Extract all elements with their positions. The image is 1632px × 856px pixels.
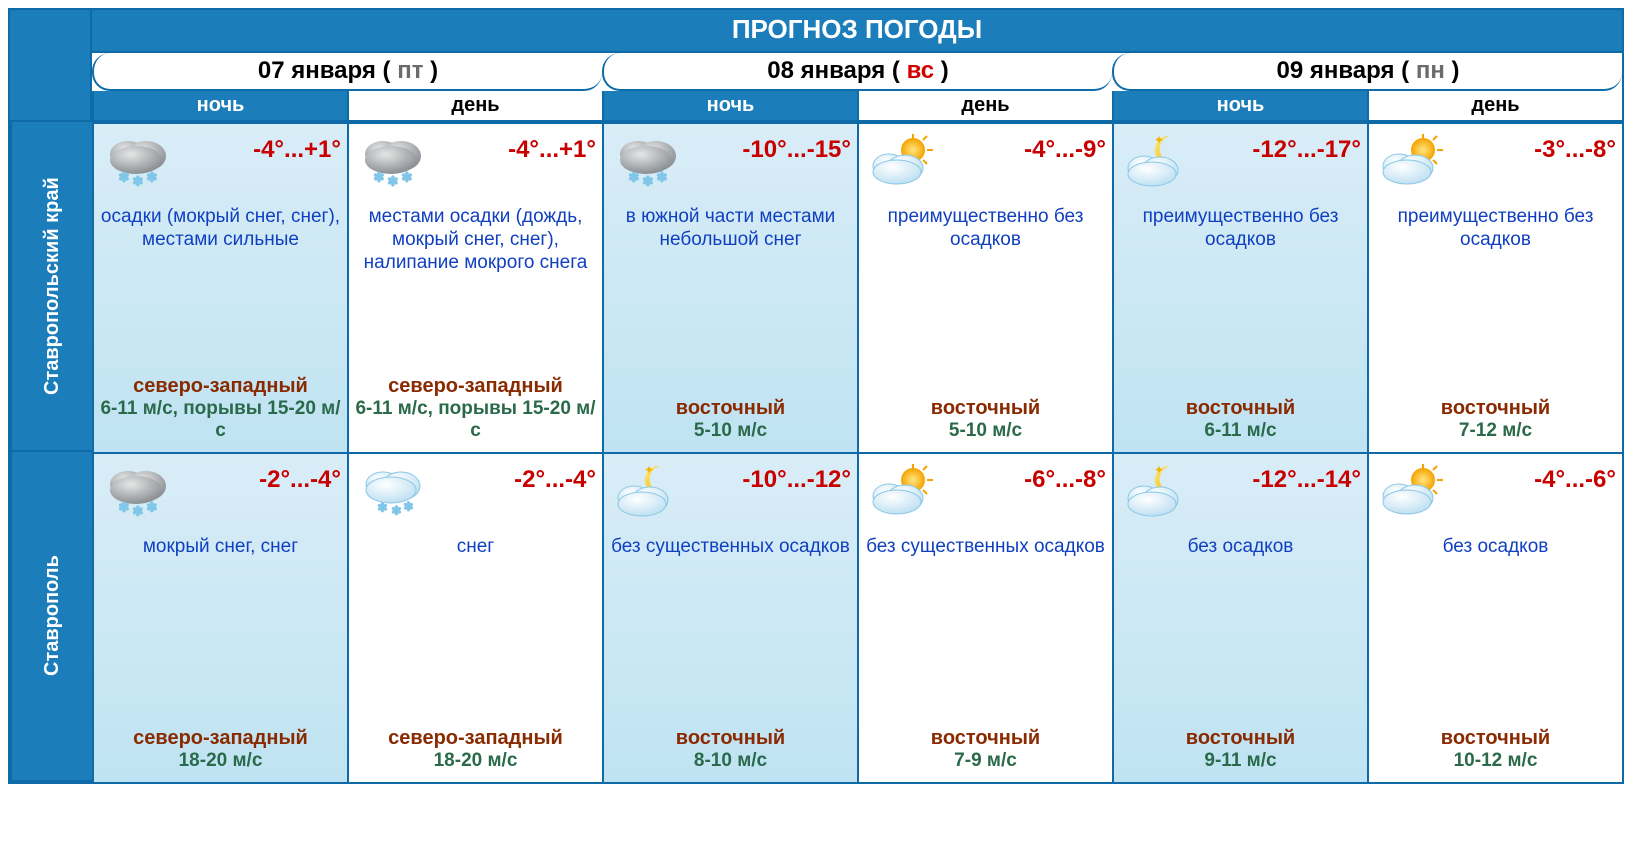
forecast-cell: -4°...+1° местами осадки (дождь, мокрый … xyxy=(347,122,602,452)
date-label: 07 января xyxy=(258,57,376,84)
wind-direction: восточный xyxy=(1120,397,1361,420)
date-dow: вс xyxy=(907,57,935,84)
date-header-1: 08 января ( вс ) xyxy=(602,53,1112,91)
forecast-cell: -4°...-6° без осадков восточный 10-12 м/… xyxy=(1367,452,1622,782)
table-title: ПРОГНОЗ ПОГОДЫ xyxy=(92,10,1622,53)
wind-direction: восточный xyxy=(865,397,1106,420)
forecast-cell: -10°...-15° в южной части местами неболь… xyxy=(602,122,857,452)
forecast-cell: -6°...-8° без существенных осадков восто… xyxy=(857,452,1112,782)
temperature: -4°...-9° xyxy=(1024,136,1106,164)
precipitation: без осадков xyxy=(1120,536,1361,596)
wind-direction: северо-западный xyxy=(100,727,341,750)
part-header: ночь xyxy=(92,91,347,122)
snow-light-icon xyxy=(355,462,427,522)
cloud-sun-icon xyxy=(1375,132,1447,192)
snow-heavy-icon xyxy=(610,132,682,192)
date-label: 09 января xyxy=(1276,57,1394,84)
wind-speed: 6-11 м/с, порывы 15-20 м/с xyxy=(100,398,341,442)
wind-direction: северо-западный xyxy=(100,375,341,398)
cloud-sun-icon xyxy=(865,462,937,522)
wind-direction: восточный xyxy=(1375,727,1616,750)
temperature: -2°...-4° xyxy=(259,466,341,494)
cloud-moon-icon xyxy=(610,462,682,522)
temperature: -4°...+1° xyxy=(253,136,341,164)
precipitation: в южной части местами небольшой снег xyxy=(610,206,851,266)
precipitation: без существенных осадков xyxy=(610,536,851,596)
precipitation: осадки (мокрый снег, снег), местами силь… xyxy=(100,206,341,266)
wind-direction: восточный xyxy=(610,727,851,750)
cloud-sun-icon xyxy=(1375,462,1447,522)
cloud-moon-icon xyxy=(1120,462,1192,522)
precipitation: мокрый снег, снег xyxy=(100,536,341,596)
snow-heavy-icon xyxy=(100,132,172,192)
wind-direction: восточный xyxy=(610,397,851,420)
temperature: -6°...-8° xyxy=(1024,466,1106,494)
temperature: -12°...-14° xyxy=(1252,466,1361,494)
wind-speed: 7-9 м/с xyxy=(865,750,1106,772)
precipitation: преимущественно без осадков xyxy=(1375,206,1616,266)
temperature: -12°...-17° xyxy=(1252,136,1361,164)
wind-direction: восточный xyxy=(1120,727,1361,750)
precipitation: без осадков xyxy=(1375,536,1616,596)
date-header-2: 09 января ( пн ) xyxy=(1112,53,1622,91)
wind-speed: 18-20 м/с xyxy=(355,750,596,772)
date-dow: пн xyxy=(1416,57,1445,84)
wind-speed: 10-12 м/с xyxy=(1375,750,1616,772)
forecast-cell: -12°...-14° без осадков восточный 9-11 м… xyxy=(1112,452,1367,782)
wind-speed: 6-11 м/с xyxy=(1120,420,1361,442)
wind-direction: северо-западный xyxy=(355,375,596,398)
temperature: -10°...-12° xyxy=(742,466,851,494)
wind-speed: 6-11 м/с, порывы 15-20 м/с xyxy=(355,398,596,442)
cloud-moon-icon xyxy=(1120,132,1192,192)
forecast-cell: -4°...+1° осадки (мокрый снег, снег), ме… xyxy=(92,122,347,452)
temperature: -4°...+1° xyxy=(508,136,596,164)
forecast-cell: -12°...-17° преимущественно без осадков … xyxy=(1112,122,1367,452)
cloud-sun-icon xyxy=(865,132,937,192)
wind-direction: восточный xyxy=(865,727,1106,750)
precipitation: преимущественно без осадков xyxy=(1120,206,1361,266)
wind-speed: 5-10 м/с xyxy=(610,420,851,442)
forecast-cell: -3°...-8° преимущественно без осадков во… xyxy=(1367,122,1622,452)
part-header: день xyxy=(857,91,1112,122)
region-label-1: Ставрополь xyxy=(10,452,92,782)
wind-direction: восточный xyxy=(1375,397,1616,420)
wind-speed: 9-11 м/с xyxy=(1120,750,1361,772)
snow-heavy-icon xyxy=(355,132,427,192)
temperature: -10°...-15° xyxy=(742,136,851,164)
snow-heavy-icon xyxy=(100,462,172,522)
date-header-0: 07 января ( пт ) xyxy=(92,53,602,91)
temperature: -3°...-8° xyxy=(1534,136,1616,164)
wind-speed: 18-20 м/с xyxy=(100,750,341,772)
wind-speed: 5-10 м/с xyxy=(865,420,1106,442)
part-header: день xyxy=(347,91,602,122)
date-dow: пт xyxy=(397,57,423,84)
temperature: -4°...-6° xyxy=(1534,466,1616,494)
header-corner xyxy=(10,10,92,122)
part-header: день xyxy=(1367,91,1622,122)
temperature: -2°...-4° xyxy=(514,466,596,494)
date-label: 08 января xyxy=(767,57,885,84)
part-header: ночь xyxy=(1112,91,1367,122)
forecast-cell: -2°...-4° снег северо-западный 18-20 м/с xyxy=(347,452,602,782)
wind-speed: 7-12 м/с xyxy=(1375,420,1616,442)
forecast-cell: -2°...-4° мокрый снег, снег северо-запад… xyxy=(92,452,347,782)
region-label-0: Ставропольский край xyxy=(10,122,92,452)
forecast-cell: -4°...-9° преимущественно без осадков во… xyxy=(857,122,1112,452)
precipitation: преимущественно без осадков xyxy=(865,206,1106,266)
precipitation: без существенных осадков xyxy=(865,536,1106,596)
forecast-cell: -10°...-12° без существенных осадков вос… xyxy=(602,452,857,782)
wind-direction: северо-западный xyxy=(355,727,596,750)
part-header: ночь xyxy=(602,91,857,122)
precipitation: местами осадки (дождь, мокрый снег, снег… xyxy=(355,206,596,274)
precipitation: снег xyxy=(355,536,596,596)
wind-speed: 8-10 м/с xyxy=(610,750,851,772)
forecast-table: ПРОГНОЗ ПОГОДЫ 07 января ( пт ) 08 январ… xyxy=(8,8,1624,784)
